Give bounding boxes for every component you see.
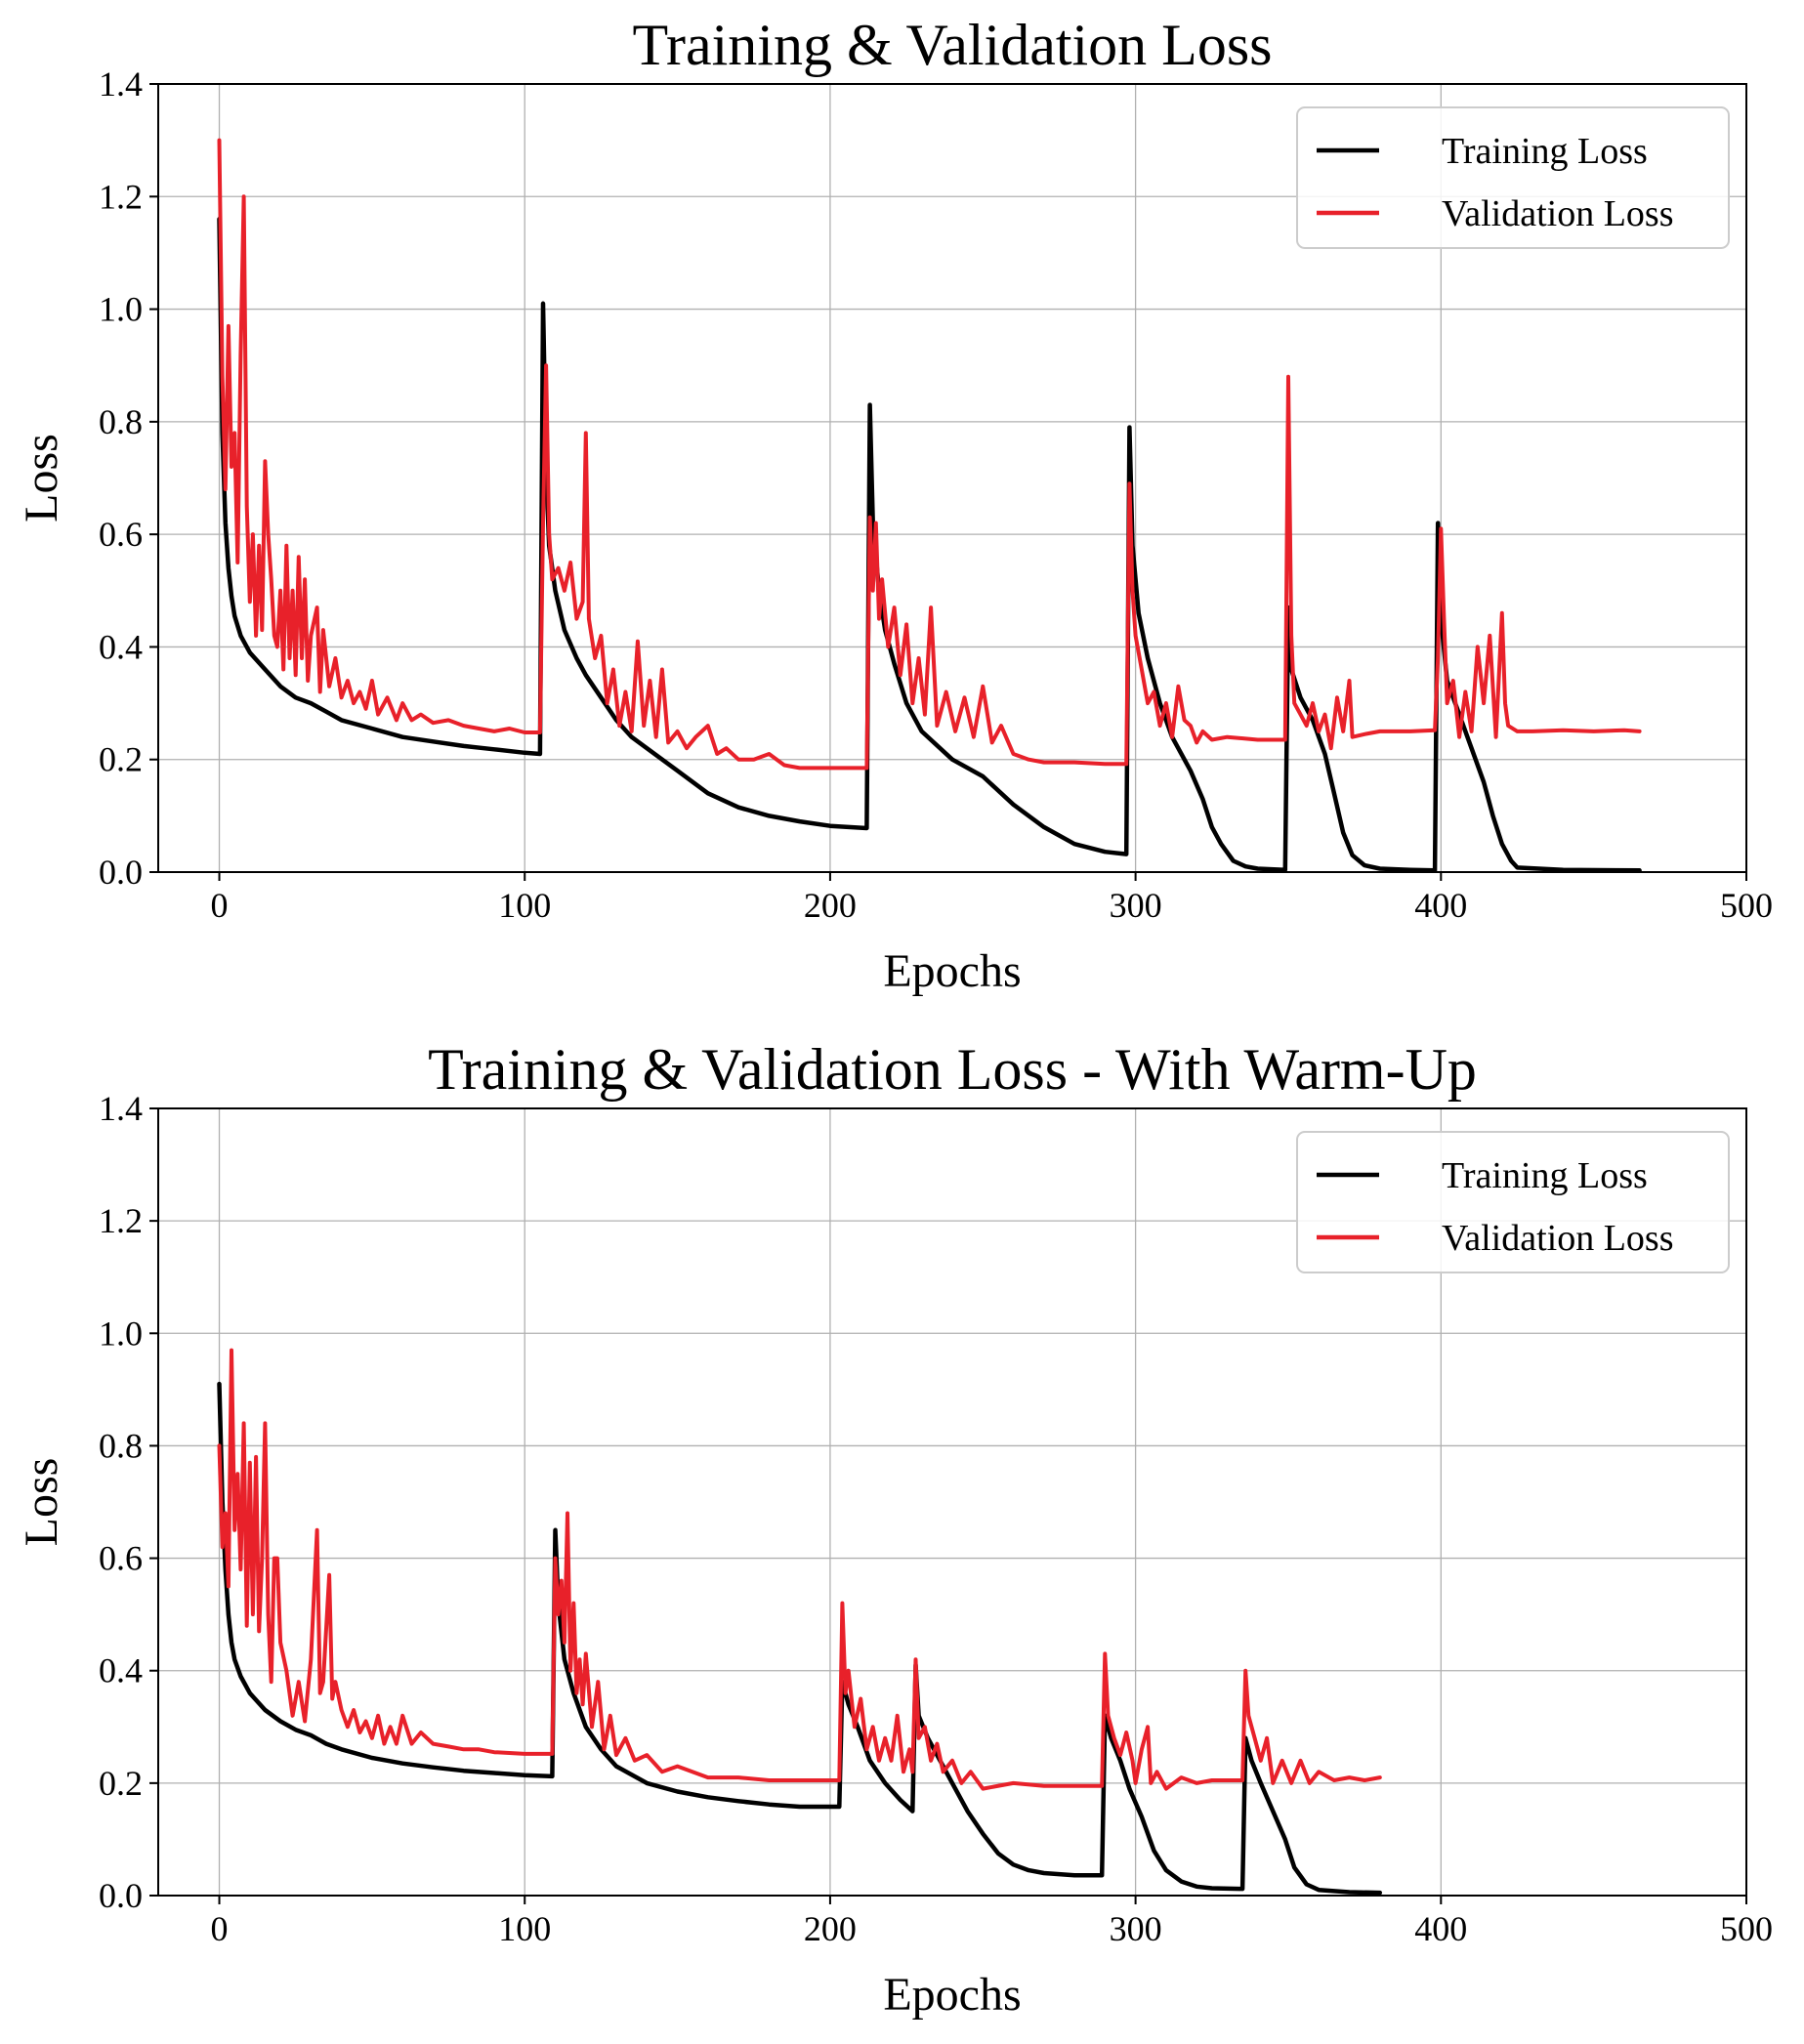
y-tick-label: 0.4 (99, 1651, 143, 1690)
x-tick-label: 400 (1414, 1909, 1467, 1948)
y-tick-label: 1.0 (99, 290, 143, 329)
y-axis-label: Loss (16, 1458, 67, 1547)
legend-label: Training Loss (1442, 1155, 1648, 1196)
series-line-training-loss (217, 217, 1642, 872)
legend-label: Validation Loss (1442, 193, 1673, 234)
y-tick-label: 0.2 (99, 1764, 143, 1803)
legend-label: Training Loss (1442, 131, 1648, 172)
chart-title: Training & Validation Loss (632, 13, 1272, 77)
y-tick-label: 1.4 (99, 1089, 143, 1128)
plot-frame (157, 1107, 1747, 1897)
chart-2: 0 100 200 300 400 500 0.0 0.2 0.4 0.6 0.8 1.0 1.2 1.4… (16, 1037, 1773, 2021)
y-axis-label: Loss (16, 434, 67, 522)
legend: Training Loss Validation Loss (1296, 1131, 1730, 1273)
x-tick-label: 500 (1720, 1909, 1773, 1948)
series-lines (217, 1348, 1383, 1896)
y-tick-label: 1.4 (99, 64, 143, 104)
y-tick-label: 0.0 (99, 853, 143, 892)
x-tick-label: 300 (1110, 886, 1162, 925)
y-tick-label: 0.2 (99, 740, 143, 779)
x-tick-label: 400 (1414, 886, 1467, 925)
y-tick-label: 0.6 (99, 515, 143, 554)
series-line-validation-loss (217, 138, 1642, 771)
y-tick-label: 0.8 (99, 1426, 143, 1465)
legend: Training Loss Validation Loss (1296, 106, 1730, 249)
y-tick-label: 1.2 (99, 177, 143, 216)
series-line-validation-loss (217, 1348, 1382, 1791)
x-tick-label: 100 (498, 1909, 551, 1948)
legend-label: Validation Loss (1442, 1218, 1673, 1259)
x-tick-label: 100 (498, 886, 551, 925)
x-tick-label: 500 (1720, 886, 1773, 925)
y-tick-label: 0.4 (99, 627, 143, 666)
chart-1: 0 100 200 300 400 500 0.0 0.2 0.4 0.6 0.8 1.0 1.2 1.4… (16, 13, 1773, 997)
x-axis-label: Epochs (883, 945, 1021, 997)
y-tick-label: 1.2 (99, 1201, 143, 1240)
y-tick-label: 0.0 (99, 1876, 143, 1915)
series-line-training-loss (217, 1381, 1383, 1896)
x-tick-label: 0 (211, 886, 229, 925)
plot-frame (157, 83, 1747, 873)
x-axis-label: Epochs (883, 1969, 1021, 2021)
legend-box (1296, 1131, 1730, 1273)
series-lines (217, 138, 1642, 872)
y-tick-label: 0.8 (99, 402, 143, 441)
legend-box (1296, 106, 1730, 249)
chart-title: Training & Validation Loss - With Warm-U… (428, 1037, 1477, 1102)
x-tick-label: 300 (1110, 1909, 1162, 1948)
x-tick-label: 200 (804, 1909, 857, 1948)
y-tick-label: 1.0 (99, 1314, 143, 1353)
y-tick-label: 0.6 (99, 1539, 143, 1578)
x-tick-label: 200 (804, 886, 857, 925)
x-tick-label: 0 (211, 1909, 229, 1948)
